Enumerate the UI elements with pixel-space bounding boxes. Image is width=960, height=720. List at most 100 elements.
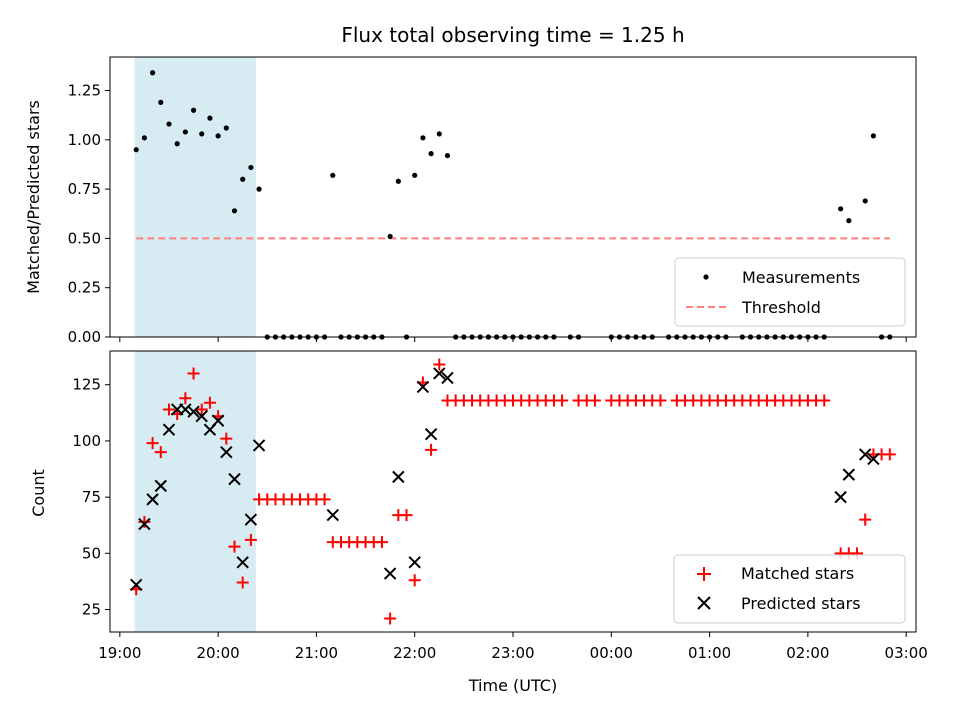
x-tick-label: 20:00 xyxy=(197,644,240,662)
measurement-point xyxy=(223,125,229,131)
matched-star-point xyxy=(236,576,249,589)
measurement-point xyxy=(838,206,844,212)
top-y-ticks: 0.00 0.25 0.50 0.75 1.00 1.25 xyxy=(68,82,110,346)
top-x-ticks xyxy=(119,337,907,342)
measurement-point xyxy=(133,147,139,153)
chart-title: Flux total observing time = 1.25 h xyxy=(341,23,684,47)
legend-measurements-label: Measurements xyxy=(742,268,860,287)
matched-star-point xyxy=(588,394,601,407)
matched-star-point xyxy=(154,446,167,459)
predicted-stars-series xyxy=(130,367,880,591)
top-shaded-span xyxy=(134,57,256,337)
predicted-star-point xyxy=(138,517,151,531)
measurement-point xyxy=(436,131,442,137)
matched-stars-series xyxy=(130,358,896,625)
predicted-star-point xyxy=(392,470,405,484)
matched-star-point xyxy=(179,392,192,405)
top-panel: 0.00 0.25 0.50 0.75 1.00 1.25 Flux total obse… xyxy=(24,23,917,346)
predicted-star-point xyxy=(834,490,847,504)
measurement-point xyxy=(428,151,434,157)
measurement-point xyxy=(166,121,172,127)
matched-star-point xyxy=(384,612,397,625)
legend-measurements-marker xyxy=(703,274,709,280)
matched-star-point xyxy=(195,403,208,416)
matched-star-point xyxy=(318,493,331,506)
predicted-star-point xyxy=(211,414,225,427)
bottom-legend-box xyxy=(673,554,906,624)
x-tick-label: 23:00 xyxy=(491,644,534,662)
matched-star-point xyxy=(433,358,446,371)
y-tick-label: 0.50 xyxy=(68,229,101,247)
predicted-star-point xyxy=(244,513,258,526)
matched-star-point xyxy=(244,533,257,546)
matched-star-point xyxy=(408,574,421,587)
legend-threshold-label: Threshold xyxy=(741,298,821,317)
top-legend-box xyxy=(674,257,906,327)
predicted-star-point xyxy=(326,508,340,522)
legend-matched-label: Matched stars xyxy=(741,564,854,583)
predicted-star-point xyxy=(220,445,233,459)
matched-star-point xyxy=(220,432,233,445)
y-tick-label: 0.00 xyxy=(68,328,101,346)
measurement-point xyxy=(256,186,262,192)
bottom-panel: 25 50 75 100 125 19:00 20:00 21:00 22:00 23:00 00… xyxy=(29,350,928,695)
measurement-point xyxy=(870,133,877,139)
matched-star-point xyxy=(162,403,175,416)
bottom-shaded-span xyxy=(134,351,256,632)
measurement-point xyxy=(190,107,197,113)
measurement-point xyxy=(141,135,148,141)
bottom-y-axis-label: Count xyxy=(29,469,48,517)
y-tick-label: 1.00 xyxy=(68,131,101,149)
top-y-axis-label: Matched/Predicted stars xyxy=(24,100,43,294)
matched-star-point xyxy=(818,394,831,407)
legend-predicted-marker xyxy=(697,596,711,610)
predicted-star-point xyxy=(130,578,143,591)
predicted-star-point xyxy=(187,405,200,418)
matched-star-point xyxy=(203,396,216,409)
y-tick-label: 125 xyxy=(72,376,101,394)
matched-star-point xyxy=(859,513,872,526)
measurement-point xyxy=(182,129,188,135)
measurement-point xyxy=(248,164,254,171)
measurement-point xyxy=(174,141,180,147)
matched-star-point xyxy=(228,540,241,553)
predicted-star-point xyxy=(433,367,446,380)
y-tick-label: 25 xyxy=(82,601,101,619)
measurement-point xyxy=(444,152,451,159)
x-tick-label: 19:00 xyxy=(98,644,141,662)
predicted-star-point xyxy=(252,439,266,452)
predicted-star-point xyxy=(424,427,438,441)
measurement-point xyxy=(199,131,205,137)
measurement-point xyxy=(420,135,426,141)
y-tick-label: 0.75 xyxy=(68,180,101,198)
legend-predicted-label: Predicted stars xyxy=(741,594,861,613)
predicted-star-point xyxy=(154,479,167,493)
predicted-star-point xyxy=(383,567,397,580)
x-tick-label: 21:00 xyxy=(295,644,338,662)
y-tick-label: 75 xyxy=(82,488,101,506)
measurement-point xyxy=(215,133,221,139)
predicted-star-point xyxy=(146,493,159,506)
predicted-star-point xyxy=(441,371,454,385)
measurement-point xyxy=(387,233,393,240)
matched-star-point xyxy=(425,443,438,456)
y-tick-label: 100 xyxy=(72,432,101,450)
measurement-point xyxy=(862,198,868,204)
predicted-star-point xyxy=(859,448,872,461)
matched-star-point xyxy=(146,437,159,450)
measurement-point xyxy=(846,218,852,224)
predicted-star-point xyxy=(162,423,176,436)
matched-star-point xyxy=(400,509,413,522)
predicted-star-point xyxy=(416,380,430,394)
x-tick-label: 03:00 xyxy=(885,644,928,662)
x-tick-label: 22:00 xyxy=(393,644,436,662)
predicted-star-point xyxy=(195,409,208,423)
bottom-y-ticks: 25 50 75 100 125 xyxy=(72,376,110,619)
predicted-star-point xyxy=(236,556,249,569)
predicted-star-point xyxy=(867,452,880,466)
x-tick-label: 00:00 xyxy=(590,644,633,662)
predicted-star-point xyxy=(408,556,421,569)
top-legend: Measurements Threshold xyxy=(674,257,906,327)
y-tick-label: 0.25 xyxy=(68,279,101,297)
